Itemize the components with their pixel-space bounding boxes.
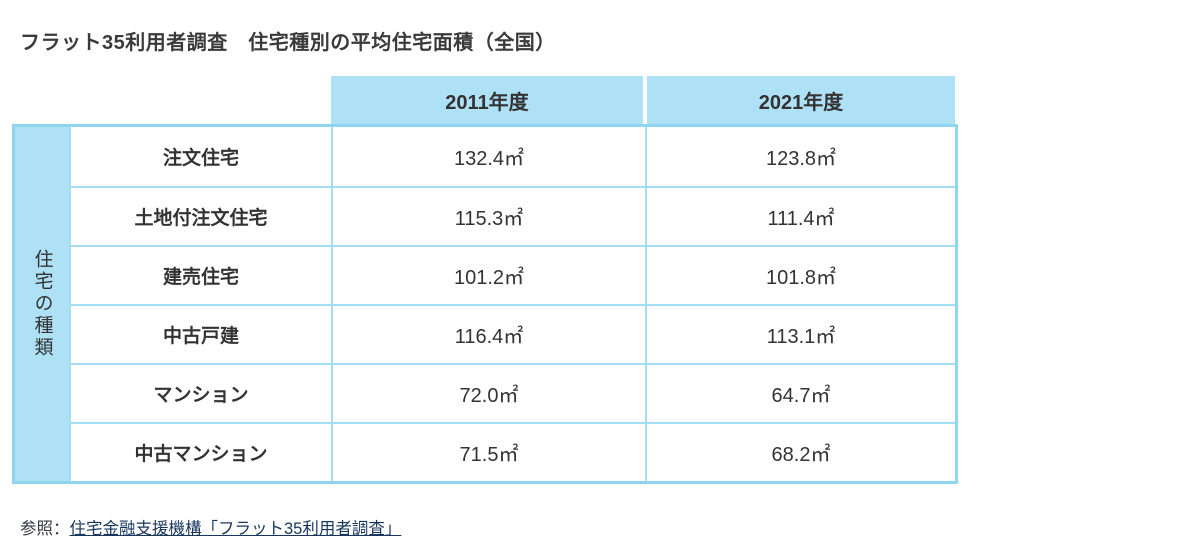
column-header-2021: 2021年度 — [647, 76, 955, 124]
value-2021: 123.8㎡ — [645, 127, 955, 186]
row-label: 中古マンション — [69, 422, 331, 481]
value-2011: 101.2㎡ — [331, 245, 645, 304]
value-2011: 115.3㎡ — [331, 186, 645, 245]
value-2011: 116.4㎡ — [331, 304, 645, 363]
row-label: 土地付注文住宅 — [69, 186, 331, 245]
value-2011: 132.4㎡ — [331, 127, 645, 186]
value-2021: 111.4㎡ — [645, 186, 955, 245]
source-reference: 参照： 住宅金融支援機構「フラット35利用者調査」 — [20, 515, 401, 539]
table-header-row: 2011年度 2021年度 — [331, 76, 958, 124]
area-comparison-table: 2011年度 2021年度 住宅の種類 注文住宅 132.4㎡ 123.8㎡ 土… — [12, 76, 958, 484]
row-label: 建売住宅 — [69, 245, 331, 304]
row-label: 中古戸建 — [69, 304, 331, 363]
header-divider — [643, 76, 647, 124]
page-title: フラット35利用者調査 住宅種別の平均住宅面積（全国） — [20, 32, 556, 54]
row-label: マンション — [69, 363, 331, 422]
row-axis-label: 住宅の種類 — [15, 127, 69, 481]
column-header-2011: 2011年度 — [331, 76, 643, 124]
table-body: 住宅の種類 注文住宅 132.4㎡ 123.8㎡ 土地付注文住宅 115.3㎡ … — [12, 124, 958, 484]
source-link[interactable]: 住宅金融支援機構「フラット35利用者調査」 — [69, 520, 402, 538]
value-2021: 64.7㎡ — [645, 363, 955, 422]
value-2011: 72.0㎡ — [331, 363, 645, 422]
value-2011: 71.5㎡ — [331, 422, 645, 481]
value-2021: 101.8㎡ — [645, 245, 955, 304]
row-label: 注文住宅 — [69, 127, 331, 186]
value-2021: 113.1㎡ — [645, 304, 955, 363]
value-2021: 68.2㎡ — [645, 422, 955, 481]
source-prefix: 参照： — [20, 520, 70, 538]
row-axis-label-text: 住宅の種類 — [31, 249, 53, 359]
